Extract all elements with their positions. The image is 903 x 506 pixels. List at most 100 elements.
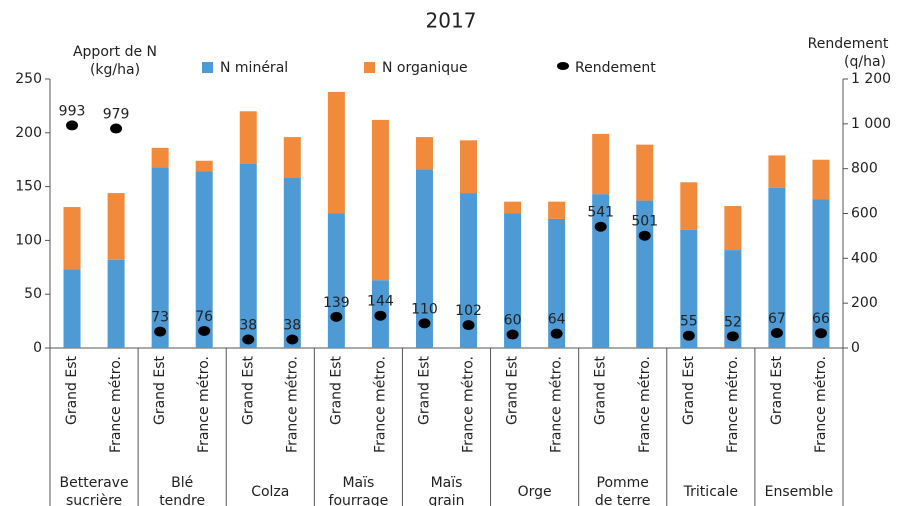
- y-tick-label: 100: [15, 232, 42, 248]
- chart-title: 2017: [426, 9, 477, 33]
- data-label: 67: [768, 311, 786, 327]
- marker: [770, 327, 783, 338]
- data-label: 144: [367, 294, 394, 310]
- legend-label: Rendement: [575, 60, 656, 76]
- bar-segment: [768, 187, 786, 348]
- x-tick-label: France métro.: [813, 356, 829, 453]
- group-label: Pomme: [597, 475, 649, 491]
- group-label: tendre: [159, 493, 205, 506]
- x-tick-label: France métro.: [461, 356, 477, 453]
- data-label: 541: [587, 205, 614, 221]
- bar-segment: [548, 201, 566, 219]
- group-label: Maïs: [431, 475, 463, 491]
- marker: [66, 120, 79, 131]
- marker: [814, 328, 827, 339]
- x-tick-label: Grand Est: [769, 355, 785, 425]
- bar-segment: [680, 182, 698, 230]
- bar-segment: [151, 167, 169, 348]
- group-label: fourrage: [329, 493, 389, 506]
- y2-tick-label: 1 000: [851, 116, 891, 132]
- group-label: Colza: [251, 484, 289, 500]
- data-label: 38: [239, 317, 257, 333]
- data-label: 73: [151, 310, 169, 326]
- data-label: 979: [103, 107, 130, 123]
- x-tick-label: France métro.: [725, 356, 741, 453]
- group-label: Betterave: [60, 475, 129, 491]
- bar-segment: [195, 160, 213, 172]
- x-tick-label: France métro.: [372, 356, 388, 453]
- bar-segment: [636, 144, 654, 201]
- marker: [726, 331, 739, 342]
- data-label: 76: [195, 309, 213, 325]
- bar-segment: [460, 140, 478, 194]
- x-tick-label: France métro.: [637, 356, 653, 453]
- y-axis-title: Apport de N: [73, 44, 157, 60]
- group-label: Orge: [518, 484, 552, 500]
- y2-tick-label: 600: [851, 206, 878, 222]
- group-label: Maïs: [342, 475, 374, 491]
- y2-axis-title: Rendement: [808, 36, 889, 52]
- bar-segment: [151, 147, 169, 168]
- x-tick-label: France métro.: [284, 356, 300, 453]
- data-label: 55: [680, 314, 698, 330]
- legend-label: N minéral: [220, 60, 288, 76]
- x-tick-label: Grand Est: [505, 355, 521, 425]
- bar-segment: [768, 155, 786, 188]
- legend-swatch: [364, 62, 375, 73]
- bar-segment: [592, 133, 610, 195]
- y2-tick-label: 800: [851, 161, 878, 177]
- marker: [638, 230, 651, 241]
- data-label: 64: [548, 312, 566, 328]
- x-tick-label: Grand Est: [681, 355, 697, 425]
- marker: [418, 318, 431, 329]
- x-tick-label: Grand Est: [64, 355, 80, 425]
- bar-segment: [283, 137, 301, 178]
- marker: [550, 328, 563, 339]
- group-label: grain: [429, 493, 465, 506]
- bar-segment: [504, 213, 522, 348]
- bar-segment: [680, 229, 698, 348]
- legend-swatch: [202, 62, 213, 73]
- bar-segment: [63, 269, 81, 348]
- marker: [198, 325, 211, 336]
- y-tick-label: 0: [33, 340, 42, 356]
- marker: [330, 311, 343, 322]
- y-tick-label: 150: [15, 179, 42, 195]
- data-label: 501: [631, 214, 658, 230]
- group-label: Ensemble: [765, 484, 834, 500]
- data-label: 52: [724, 314, 742, 330]
- bar-segment: [548, 218, 566, 348]
- bar-segment: [327, 91, 345, 214]
- bar-segment: [63, 207, 81, 270]
- bar-segment: [724, 250, 742, 348]
- bar-segment: [724, 205, 742, 251]
- group-label: Blé: [171, 475, 193, 491]
- y2-tick-label: 400: [851, 250, 878, 266]
- bar-segment: [504, 201, 522, 214]
- y2-tick-label: 1 200: [851, 71, 891, 87]
- bar-segment: [327, 213, 345, 348]
- bar-segment: [371, 119, 389, 281]
- bar-segment: [812, 199, 830, 348]
- x-tick-label: France métro.: [108, 356, 124, 453]
- group-label: sucrière: [66, 493, 122, 506]
- data-label: 60: [504, 313, 522, 329]
- y2-tick-label: 200: [851, 295, 878, 311]
- y-tick-label: 200: [15, 125, 42, 141]
- x-tick-label: Grand Est: [593, 355, 609, 425]
- marker: [110, 123, 123, 134]
- bar-segment: [239, 164, 257, 348]
- legend-swatch: [557, 62, 569, 70]
- marker: [242, 334, 255, 345]
- bar-segment: [415, 169, 433, 348]
- x-tick-label: Grand Est: [328, 355, 344, 425]
- data-label: 993: [59, 103, 86, 119]
- y-axis-title: (kg/ha): [90, 62, 140, 78]
- marker: [374, 310, 387, 321]
- marker: [682, 330, 695, 341]
- bar-segment: [812, 159, 830, 200]
- marker: [462, 320, 475, 331]
- y2-tick-label: 0: [851, 340, 860, 356]
- x-tick-label: Grand Est: [152, 355, 168, 425]
